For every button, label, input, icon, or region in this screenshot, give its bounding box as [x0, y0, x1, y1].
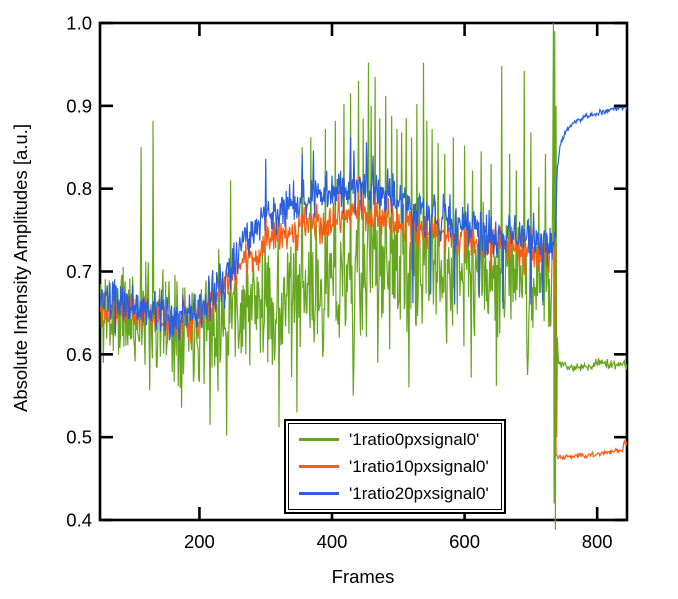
- series-line-2: [100, 105, 627, 341]
- legend-item: '1ratio10pxsignal0': [299, 453, 489, 480]
- legend-item-label: '1ratio10pxsignal0': [349, 456, 489, 476]
- x-tick-label: 600: [449, 531, 480, 552]
- y-tick-label: 0.9: [66, 95, 92, 116]
- legend: '1ratio0pxsignal0' '1ratio10pxsignal0' '…: [284, 419, 506, 514]
- x-tick-label: 200: [184, 531, 215, 552]
- legend-frame: '1ratio0pxsignal0' '1ratio10pxsignal0' '…: [288, 423, 502, 510]
- legend-line-sample-icon: [299, 438, 339, 441]
- y-tick-label: 0.7: [66, 261, 92, 282]
- legend-item-label: '1ratio0pxsignal0': [349, 429, 480, 449]
- y-tick-label: 0.5: [66, 427, 92, 448]
- legend-line-sample-icon: [299, 492, 339, 495]
- y-tick-label: 0.4: [66, 510, 92, 531]
- x-tick-label: 800: [582, 531, 613, 552]
- legend-item: '1ratio0pxsignal0': [299, 426, 489, 453]
- y-tick-label: 0.6: [66, 344, 92, 365]
- x-tick-label: 400: [317, 531, 348, 552]
- legend-item-label: '1ratio20pxsignal0': [349, 483, 489, 503]
- legend-item: '1ratio20pxsignal0': [299, 480, 489, 507]
- series-line-1: [100, 176, 627, 461]
- y-tick-label: 0.8: [66, 178, 92, 199]
- legend-line-sample-icon: [299, 465, 339, 468]
- x-axis-label: Frames: [331, 566, 395, 587]
- y-axis-label: Absolute Intensity Amplitudes [a.u.]: [10, 124, 31, 412]
- y-tick-label: 1.0: [66, 13, 92, 34]
